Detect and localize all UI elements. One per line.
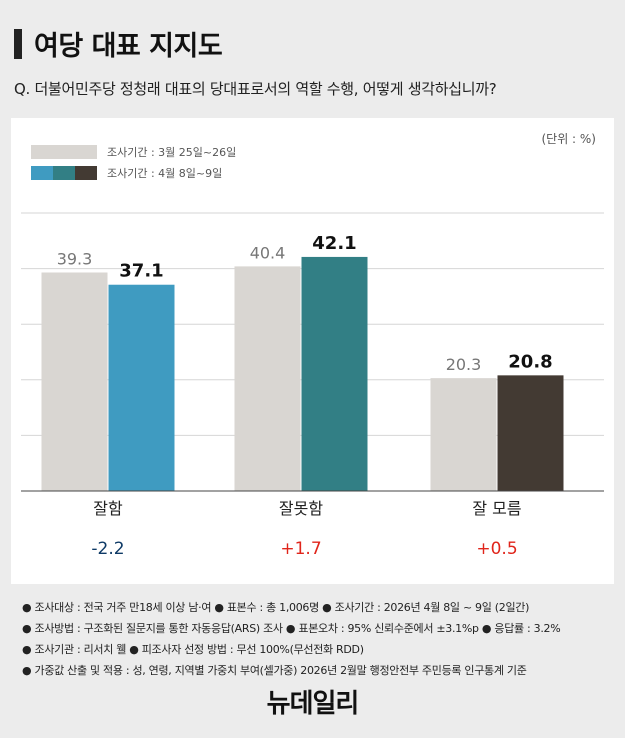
category-label: 잘함 bbox=[93, 499, 123, 518]
legend-label-period2: 조사기간 : 4월 8일~9일 bbox=[107, 167, 223, 180]
page-title: 여당 대표 지지도 bbox=[34, 31, 223, 62]
change-label: +1.7 bbox=[280, 539, 321, 559]
category-label: 잘못함 bbox=[279, 499, 323, 518]
note-line: ● 조사대상 : 전국 거주 만18세 이상 남·여 ● 표본수 : 총 1,0… bbox=[22, 601, 530, 614]
value-label-period2: 37.1 bbox=[119, 261, 163, 282]
value-label-period1: 40.4 bbox=[250, 243, 286, 262]
legend-item-period2: 조사기간 : 4월 8일~9일 bbox=[31, 165, 222, 181]
legend-swatch-period2 bbox=[31, 166, 97, 180]
value-label-period2: 42.1 bbox=[312, 233, 356, 254]
unit-label: (단위 : %) bbox=[541, 132, 596, 146]
bar-period2 bbox=[497, 375, 564, 491]
note-line: ● 조사방법 : 구조화된 질문지를 통한 자동응답(ARS) 조사 ● 표본오… bbox=[22, 622, 561, 635]
survey-question: Q. 더불어민주당 정청래 대표의 당대표로서의 역할 수행, 어떻게 생각하십… bbox=[14, 80, 497, 98]
bar-period1 bbox=[430, 378, 497, 491]
value-label-period1: 39.3 bbox=[57, 249, 93, 268]
change-label: -2.2 bbox=[91, 539, 124, 559]
note-line: ● 조사기관 : 리서치 웰 ● 피조사자 선정 방법 : 무선 100%(무선… bbox=[22, 643, 364, 656]
legend-swatch-period1 bbox=[31, 145, 97, 159]
legend-label-period1: 조사기간 : 3월 25일~26일 bbox=[107, 146, 237, 159]
bar-chart: 39.3 37.1 잘함 -2.2 40.4 42.1 잘못함 +1.7 20.3 20.8 잘 모… bbox=[21, 212, 604, 559]
value-label-period1: 20.3 bbox=[446, 355, 482, 374]
bar-period2 bbox=[301, 256, 368, 491]
bar-period1 bbox=[234, 266, 301, 491]
chart-panel: (단위 : %) 조사기간 : 3월 25일~26일 조사기간 : 4월 8일~… bbox=[11, 118, 614, 584]
bar-period1 bbox=[41, 272, 108, 491]
survey-notes: ● 조사대상 : 전국 거주 만18세 이상 남·여 ● 표본수 : 총 1,0… bbox=[22, 597, 561, 681]
brand-logo: 뉴데일리 bbox=[266, 689, 360, 719]
change-label: +0.5 bbox=[476, 539, 517, 559]
note-line: ● 가중값 산출 및 적용 : 성, 연령, 지역별 가중치 부여(셀가중) 2… bbox=[22, 664, 527, 677]
title-block: 여당 대표 지지도 bbox=[14, 24, 223, 63]
value-label-period2: 20.8 bbox=[508, 351, 552, 372]
legend-item-period1: 조사기간 : 3월 25일~26일 bbox=[31, 144, 236, 160]
bar-period2 bbox=[108, 284, 175, 491]
title-accent-bar bbox=[14, 28, 22, 59]
category-label: 잘 모름 bbox=[472, 499, 521, 518]
